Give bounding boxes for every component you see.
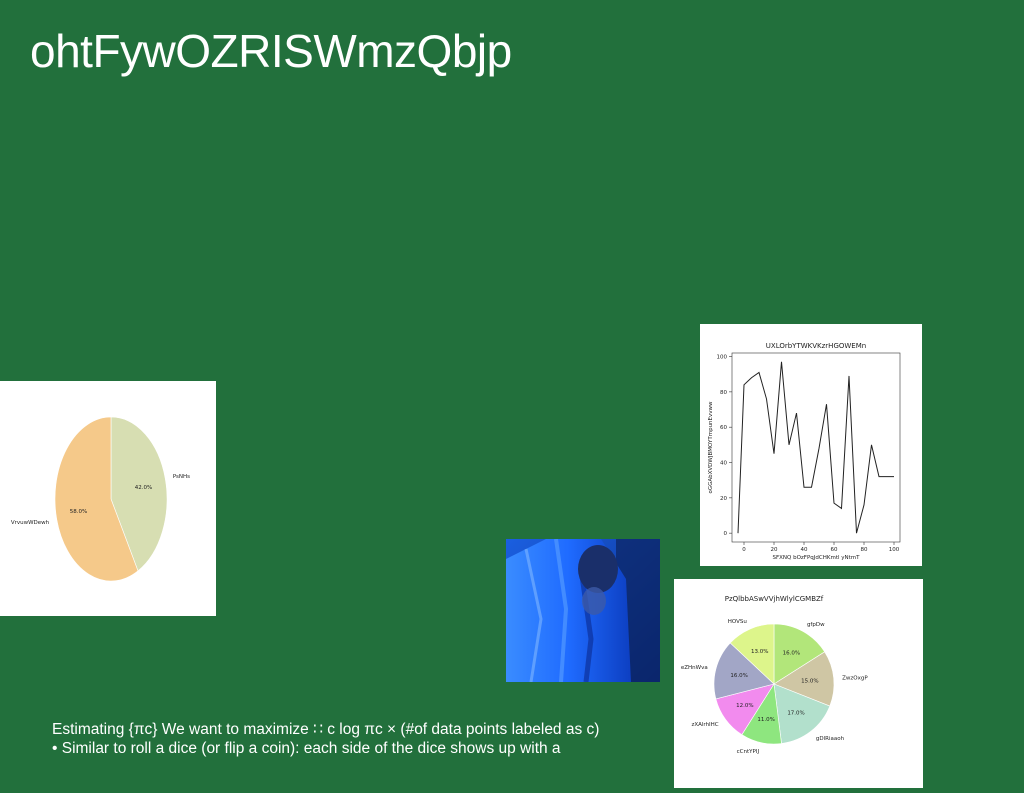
pie-chart-left: 42.0% PsNHs 58.0% VrvuwWDewh xyxy=(0,381,216,616)
pie-chart-right: PzQlbbASwVVjhWlylCGMBZf 16.0% gfpDw 15.0% Zw… xyxy=(674,579,923,788)
pie-pct-label: 58.0% xyxy=(70,509,87,515)
pie-pct-label: 11.0% xyxy=(757,717,774,723)
pie-label-gfpdw: gfpDw xyxy=(807,622,825,628)
x-tick-label: 100 xyxy=(889,547,900,553)
photo-person-blue xyxy=(506,539,660,682)
x-tick-label: 60 xyxy=(831,547,838,553)
body-text: Estimating {πc} We want to maximize ∷ c … xyxy=(52,720,652,758)
pie-pct-label: 12.0% xyxy=(736,703,753,709)
y-tick-label: 60 xyxy=(720,425,727,431)
pie-pct-label: 42.0% xyxy=(135,485,152,491)
pie-pct-label: 17.0% xyxy=(787,710,804,716)
photo-illustration xyxy=(506,539,660,682)
pie-label-hovsu: HOVSu xyxy=(728,619,747,625)
y-tick-label: 40 xyxy=(720,461,727,467)
pie-slice-vrvuwwdewh xyxy=(54,416,139,582)
pie-pct-label: 16.0% xyxy=(783,650,800,656)
pie-label-zwzoxgp: ZwzOxgP xyxy=(842,676,868,682)
line-chart-svg: UXLOrbYTWKVKzrHGOWEMn 0 20 40 60 80 100 0 20 40 60… xyxy=(708,342,901,561)
y-tick-label: 0 xyxy=(724,531,728,537)
line-chart-title: UXLOrbYTWKVKzrHGOWEMn xyxy=(766,342,866,350)
x-axis-label: SFXNQ bOzFPqJdCHKmtl yNtmT xyxy=(772,555,860,561)
pie-pct-label: 15.0% xyxy=(801,679,818,685)
pie-chart-right-svg: PzQlbbASwVVjhWlylCGMBZf 16.0% gfpDw 15.0% Zw… xyxy=(681,595,868,755)
line-series xyxy=(737,361,894,534)
x-tick-label: 80 xyxy=(861,547,868,553)
pie-pct-label: 16.0% xyxy=(730,673,747,679)
pie-slice-ezhnwva xyxy=(713,642,775,700)
y-axis-label: oGGAbXVDWJBMOYTmpunEvvww xyxy=(708,401,714,494)
y-tick-label: 100 xyxy=(717,355,728,361)
pie-label-zxalrhihc: zXAlrhIHC xyxy=(691,722,718,728)
pie-label-ezhnwva: eZHnWva xyxy=(681,665,708,671)
pie-slice-gdlriaaoh xyxy=(773,683,831,744)
pie-slice-gfpdw xyxy=(773,623,826,685)
pie-label-psnhs: PsNHs xyxy=(173,474,190,480)
pie-label-ccntypij: cCntYPIJ xyxy=(737,749,760,755)
slide-title: ohtFywOZRISWmzQbjp xyxy=(30,25,512,77)
pie-label-vrvuwwdewh: VrvuwWDewh xyxy=(11,520,50,526)
pie-slice-hovsu xyxy=(729,623,775,685)
x-tick-label: 0 xyxy=(742,547,746,553)
pie-chart-left-svg: 42.0% PsNHs 58.0% VrvuwWDewh xyxy=(11,416,190,582)
y-tick-label: 80 xyxy=(720,390,727,396)
pie-title: PzQlbbASwVVjhWlylCGMBZf xyxy=(725,595,824,603)
x-tick-label: 40 xyxy=(801,547,808,553)
pie-slice-psnhs xyxy=(110,416,168,572)
pie-label-gdlriaaoh: gDlRiaaoh xyxy=(816,736,845,742)
plot-frame xyxy=(731,352,901,543)
body-line-1: Estimating {πc} We want to maximize ∷ c … xyxy=(52,721,600,738)
x-tick-label: 20 xyxy=(771,547,778,553)
pie-slice-zwzoxgp xyxy=(773,651,835,707)
y-tick-label: 20 xyxy=(720,496,727,502)
line-chart: UXLOrbYTWKVKzrHGOWEMn 0 20 40 60 80 100 0 20 40 60… xyxy=(700,324,922,566)
pie-pct-label: 13.0% xyxy=(751,649,768,655)
body-line-2: • Similar to roll a dice (or flip a coin… xyxy=(52,740,561,757)
